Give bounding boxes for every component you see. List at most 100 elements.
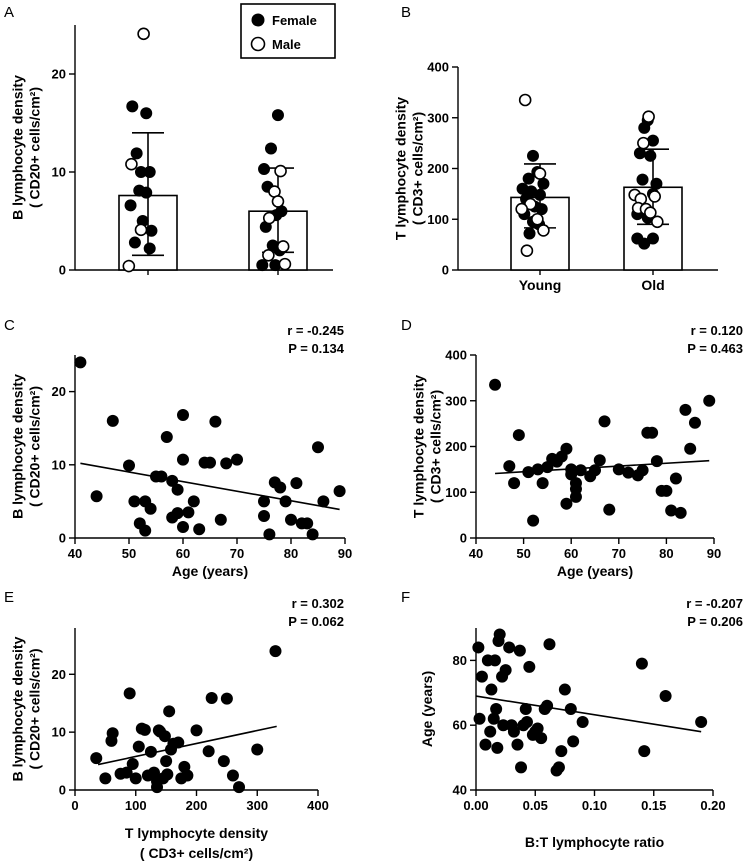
- panel-f-scatter: 40 60 80 Age (years) 0.00 0.05 0.10 0.15 0.20 B:T…: [419, 596, 743, 850]
- data-point: [659, 690, 672, 703]
- data-point: [226, 769, 239, 782]
- y-tick-label: 20: [52, 384, 66, 399]
- data-point: [555, 745, 568, 758]
- y-axis-title-1: ( CD20+ cells/cm²): [27, 386, 43, 507]
- y-tick-label: 0: [460, 531, 467, 546]
- x-tick-label: 90: [338, 546, 352, 561]
- stat-r: r = 0.120: [691, 323, 743, 338]
- x-tick-label: 40: [68, 546, 82, 561]
- data-point: [488, 654, 501, 667]
- panel-a-bar-chart: 0 10 20 B lymphocyte density( CD20+ cells/c…: [10, 25, 333, 278]
- female-data-point: [128, 236, 141, 249]
- data-point: [120, 766, 133, 779]
- x-tick-label: 60: [176, 546, 190, 561]
- data-point: [622, 466, 635, 479]
- female-data-point: [638, 121, 651, 134]
- panel-b-bar-chart: 0 100 200 300 400 T lymphocyte density( CD3+ …: [393, 60, 718, 293]
- data-point: [74, 356, 87, 369]
- data-point: [523, 660, 536, 673]
- data-point: [160, 755, 173, 768]
- data-point: [487, 712, 500, 725]
- y-tick-label: 100: [445, 485, 467, 500]
- panel-letter-f: F: [401, 589, 410, 606]
- male-data-point: [262, 211, 276, 225]
- x-tick-label: 50: [516, 546, 530, 561]
- data-point: [472, 641, 485, 654]
- x-tick-label: 0: [71, 798, 78, 813]
- x-tick-label: 0.20: [700, 798, 725, 813]
- y-tick-label: 300: [427, 110, 449, 125]
- data-point: [531, 463, 544, 476]
- data-point: [473, 712, 486, 725]
- x-tick-label: 400: [307, 798, 329, 813]
- x-tick-label: 0.15: [641, 798, 666, 813]
- data-point: [172, 736, 185, 749]
- data-point: [166, 474, 179, 487]
- data-point: [155, 470, 168, 483]
- male-data-point: [271, 195, 285, 208]
- y-axis-title-0: T lymphocyte density: [411, 375, 427, 518]
- y-tick-label: 20: [52, 67, 66, 82]
- male-data-point: [262, 249, 275, 262]
- stat-r: r = -0.245: [287, 323, 344, 338]
- data-point: [560, 497, 573, 510]
- data-point: [507, 725, 520, 738]
- data-point: [144, 745, 157, 758]
- male-data-point: [137, 27, 150, 41]
- data-point: [233, 781, 246, 794]
- data-point: [129, 772, 142, 785]
- data-point: [490, 703, 503, 715]
- panel-d-scatter: 0 100 200 300 400 T lymphocyte density( CD3+ …: [411, 323, 744, 579]
- regression-line: [80, 462, 340, 511]
- male-data-point: [518, 93, 532, 107]
- male-data-point: [644, 206, 657, 219]
- data-point: [660, 484, 673, 497]
- stat-r: r = 0.302: [292, 596, 344, 611]
- data-point: [190, 724, 203, 737]
- panel-letter-b: B: [401, 4, 411, 21]
- y-tick-label: 200: [445, 439, 467, 454]
- data-point: [187, 495, 200, 508]
- data-point: [138, 723, 151, 736]
- data-point: [160, 430, 173, 443]
- female-data-point: [537, 177, 550, 190]
- legend: Female Male: [240, 3, 336, 59]
- stat-p: P = 0.463: [687, 341, 743, 356]
- y-axis-title-1: ( CD20+ cells/cm²): [27, 87, 43, 208]
- data-point: [258, 495, 270, 508]
- x-axis-title-1: ( CD3+ cells/cm²): [140, 845, 253, 861]
- x-tick-label: 80: [659, 546, 673, 561]
- female-data-point: [143, 242, 156, 255]
- y-tick-label: 0: [59, 263, 66, 278]
- data-point: [171, 483, 184, 496]
- data-point: [552, 761, 565, 774]
- data-point: [543, 638, 556, 651]
- data-point: [638, 745, 651, 758]
- data-point: [564, 703, 577, 715]
- data-point: [493, 628, 506, 641]
- data-point: [144, 502, 157, 515]
- x-tick-label: 40: [469, 546, 483, 561]
- data-point: [569, 490, 582, 503]
- panel-letter-e: E: [4, 589, 14, 606]
- regression-line: [494, 459, 710, 475]
- data-point: [503, 460, 516, 473]
- data-point: [669, 472, 682, 485]
- male-data-point: [533, 167, 547, 180]
- y-tick-label: 400: [427, 60, 449, 75]
- male-data-point: [515, 202, 528, 216]
- data-point: [527, 514, 540, 527]
- female-data-point: [258, 163, 271, 176]
- data-point: [515, 761, 528, 774]
- data-point: [306, 528, 319, 541]
- male-data-point: [134, 223, 148, 237]
- legend-male-label: Male: [272, 37, 301, 52]
- female-data-point: [646, 232, 659, 245]
- data-point: [163, 705, 176, 718]
- female-data-point: [265, 142, 277, 155]
- data-point: [274, 481, 287, 494]
- x-category-label: Young: [519, 277, 562, 293]
- legend-female-label: Female: [272, 13, 317, 28]
- female-data-point: [126, 100, 139, 113]
- data-point: [99, 772, 112, 785]
